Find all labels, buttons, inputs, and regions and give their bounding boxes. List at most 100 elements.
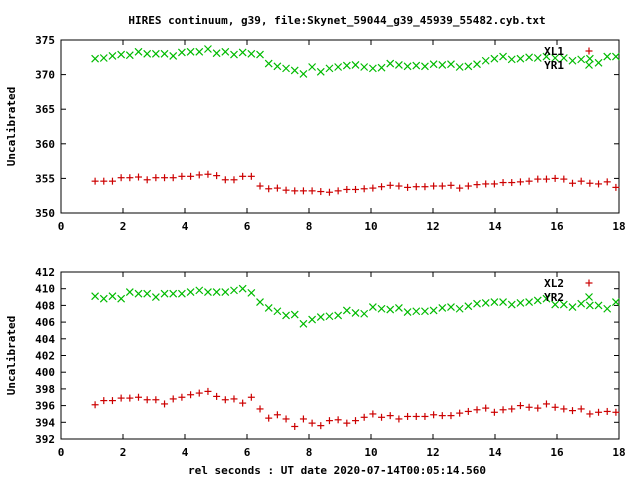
data-point	[177, 289, 186, 298]
data-point	[299, 187, 307, 195]
y-axis-label: Uncalibrated	[5, 87, 18, 166]
legend-marker-xl1	[585, 47, 593, 55]
data-point	[395, 182, 403, 190]
data-point	[177, 48, 186, 57]
bottom-plot-panel: 0 2 4 6 8 10 12 14 16 18 392 394 396 398 400 402 404 406 4…	[5, 266, 626, 459]
data-point	[187, 172, 195, 180]
y-tick-label: 402	[35, 350, 55, 363]
data-point	[386, 181, 394, 189]
data-point	[125, 51, 134, 60]
data-point	[195, 47, 204, 56]
y-tick-label: 410	[35, 283, 55, 296]
data-point	[282, 64, 290, 73]
x-tick-label: 0	[58, 446, 65, 459]
series-xl2	[91, 387, 620, 430]
data-point	[264, 59, 273, 68]
data-point	[360, 413, 368, 421]
data-point	[247, 49, 256, 58]
data-point	[525, 403, 533, 411]
legend-label-yr2: YR2	[544, 291, 564, 304]
data-point	[143, 396, 151, 404]
data-point	[343, 419, 351, 427]
data-point	[204, 288, 212, 296]
data-point	[169, 174, 177, 182]
data-point	[569, 179, 576, 187]
data-point	[611, 52, 620, 61]
data-point	[342, 306, 351, 315]
data-point	[464, 182, 472, 190]
x-tick-label: 4	[182, 220, 189, 233]
data-point	[594, 58, 603, 67]
data-point	[508, 405, 516, 413]
plot-frame	[60, 271, 620, 440]
legend-label-yr1: YR1	[544, 59, 564, 72]
y-tick-label: 370	[35, 69, 55, 82]
data-point	[230, 50, 238, 59]
data-point	[490, 54, 499, 63]
data-point	[342, 61, 351, 70]
x-tick-label: 16	[550, 220, 564, 233]
data-point	[551, 300, 560, 309]
data-point	[325, 312, 334, 321]
data-point	[612, 408, 620, 416]
data-point	[482, 404, 490, 412]
data-point	[559, 54, 568, 62]
data-point	[204, 170, 212, 178]
data-point	[152, 396, 160, 404]
data-point	[525, 177, 533, 185]
data-point	[377, 63, 386, 72]
data-point	[455, 304, 464, 313]
data-point	[178, 172, 186, 180]
data-point	[577, 299, 586, 308]
data-point	[299, 319, 308, 328]
x-tick-label: 10	[364, 220, 377, 233]
x-tick-label: 2	[120, 220, 127, 233]
data-point	[100, 397, 108, 405]
data-point	[178, 393, 186, 401]
data-point	[316, 313, 325, 322]
data-point	[369, 410, 377, 418]
data-point	[273, 184, 281, 192]
data-point	[264, 303, 273, 312]
legend-label-xl1: XL1	[544, 45, 564, 58]
data-point	[135, 393, 142, 401]
data-point	[265, 414, 273, 422]
data-point	[585, 54, 594, 63]
data-point	[169, 289, 178, 298]
data-point	[447, 181, 455, 189]
data-point	[429, 306, 438, 315]
data-point	[291, 187, 299, 195]
x-tick-label: 0	[58, 220, 65, 233]
data-point	[499, 179, 507, 187]
data-point	[91, 177, 99, 185]
data-point	[308, 187, 316, 195]
data-point	[473, 181, 481, 189]
data-point	[542, 294, 551, 303]
data-point	[99, 54, 108, 62]
data-point	[368, 64, 377, 73]
data-point	[195, 389, 203, 397]
data-point	[213, 172, 221, 180]
data-point	[317, 422, 325, 430]
data-point	[429, 60, 438, 69]
x-tick-label: 4	[182, 446, 189, 459]
data-point	[490, 298, 499, 306]
data-point	[447, 303, 455, 311]
data-point	[134, 289, 143, 298]
data-point	[247, 288, 256, 297]
data-point	[212, 49, 221, 58]
data-point	[239, 172, 247, 180]
data-point	[577, 177, 585, 185]
data-point	[126, 394, 134, 402]
data-point	[507, 300, 516, 309]
series-xl1	[91, 170, 620, 196]
data-point	[611, 298, 620, 306]
y-tick-label: 412	[35, 266, 55, 279]
data-point	[213, 392, 221, 400]
data-point	[343, 185, 351, 193]
data-point	[490, 180, 498, 188]
data-point	[603, 52, 612, 61]
data-point	[603, 407, 611, 415]
data-point	[256, 182, 264, 190]
data-point	[91, 292, 100, 301]
